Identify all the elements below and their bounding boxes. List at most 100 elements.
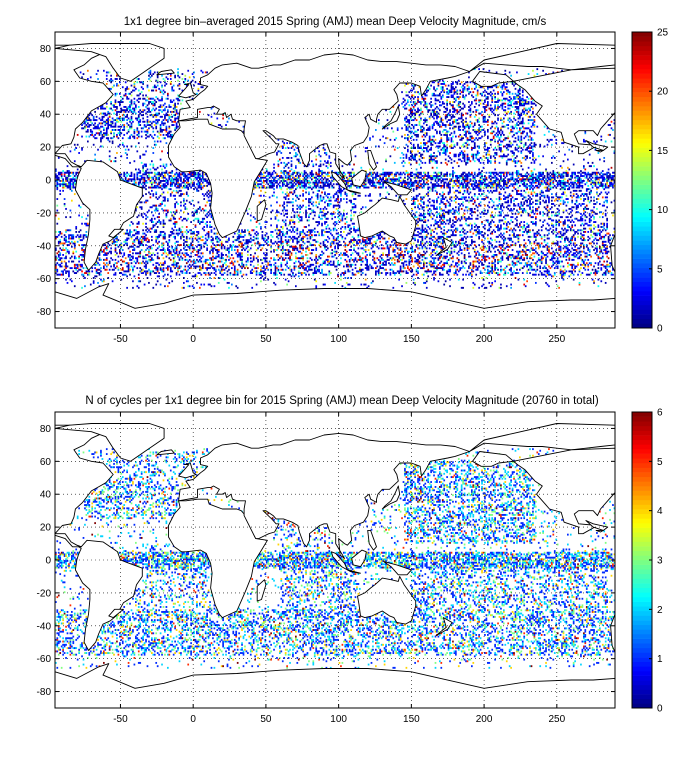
bin-cell (423, 254, 425, 256)
bin-cell (183, 242, 185, 245)
bin-cell (427, 204, 430, 207)
bin-cell (447, 222, 450, 225)
bin-cell (145, 201, 147, 204)
bin-cell (551, 211, 553, 214)
bin-cell (555, 280, 558, 283)
bin-cell (606, 227, 608, 230)
bin-cell (145, 222, 147, 225)
bin-cell (500, 265, 502, 268)
bin-cell (584, 252, 587, 255)
bin-cell (197, 217, 200, 220)
bin-cell (510, 239, 512, 242)
bin-cell (283, 201, 286, 204)
bin-cell (510, 201, 512, 204)
bin-cell (236, 286, 239, 289)
bin-cell (280, 255, 283, 258)
bin-cell (338, 244, 341, 247)
bin-cell (263, 265, 265, 268)
bin-cell (513, 270, 515, 273)
bin-cell (194, 217, 197, 220)
bin-cell (281, 252, 284, 255)
bin-cell (226, 247, 229, 250)
bin-cell (465, 258, 467, 261)
bin-cell (507, 272, 510, 274)
bin-cell (213, 247, 216, 250)
bin-cell (599, 211, 601, 214)
bin-cell (263, 267, 265, 270)
bin-cell (433, 214, 435, 217)
bin-cell (108, 262, 111, 265)
bin-cell (427, 232, 430, 235)
bin-cell (574, 255, 576, 258)
bin-cell (103, 280, 105, 283)
bin-cell (583, 267, 585, 270)
bin-cell (181, 270, 184, 273)
bin-cell (206, 232, 208, 235)
bin-cell (456, 211, 459, 214)
bin-cell (174, 247, 176, 250)
bin-cell (57, 217, 60, 220)
bin-cell (293, 214, 296, 217)
bin-cell (55, 272, 57, 274)
bin-cell (59, 254, 62, 256)
bin-cell (254, 217, 256, 220)
bin-cell (487, 196, 489, 199)
bin-cell (505, 242, 508, 245)
bin-cell (521, 249, 524, 251)
bin-cell (313, 278, 316, 281)
bin-cell (603, 260, 606, 263)
bin-cell (494, 280, 496, 283)
bin-cell (194, 226, 197, 228)
bin-cell (55, 268, 57, 271)
bin-cell (452, 232, 454, 235)
bin-cell (315, 234, 318, 237)
bin-cell (447, 258, 450, 261)
bin-cell (357, 239, 360, 242)
bin-cell (303, 267, 306, 270)
bin-cell (450, 234, 453, 237)
bin-cell (604, 272, 607, 274)
bin-cell (455, 262, 457, 265)
bin-cell (583, 250, 585, 253)
bin-cell (469, 217, 472, 220)
bin-cell (553, 262, 556, 265)
bin-cell (542, 211, 544, 214)
bin-cell (161, 203, 163, 205)
bin-cell (494, 207, 496, 210)
bin-cell (552, 226, 555, 228)
bin-cell (293, 221, 296, 223)
bin-cell (171, 270, 174, 273)
bin-cell (309, 207, 312, 210)
bin-cell (504, 239, 507, 242)
bin-cell (428, 212, 431, 215)
bin-cell (216, 235, 219, 238)
bin-cell (414, 203, 416, 205)
bin-cell (297, 221, 300, 223)
bin-cell (142, 255, 144, 258)
bin-cell (95, 275, 98, 278)
bin-cell (164, 250, 166, 253)
bin-cell (536, 265, 539, 268)
bin-cell (408, 250, 411, 253)
bin-cell (169, 211, 172, 214)
bin-cell (449, 235, 451, 238)
bin-cell (276, 242, 278, 245)
bin-cell (527, 235, 530, 238)
bin-cell (577, 204, 579, 207)
bin-cell (606, 206, 608, 209)
bin-cell (597, 285, 600, 288)
bin-cell (513, 244, 515, 247)
bin-cell (277, 244, 280, 247)
bin-cell (311, 252, 313, 255)
bin-cell (324, 230, 326, 233)
bin-cell (238, 230, 240, 233)
bin-cell (517, 254, 520, 256)
bin-cell (479, 270, 482, 273)
bin-cell (315, 249, 318, 251)
bin-cell (594, 272, 597, 274)
bin-cell (59, 247, 62, 250)
bin-cell (146, 260, 149, 263)
bin-cell (245, 260, 248, 263)
bin-cell (459, 245, 462, 248)
bin-cell (140, 239, 143, 242)
